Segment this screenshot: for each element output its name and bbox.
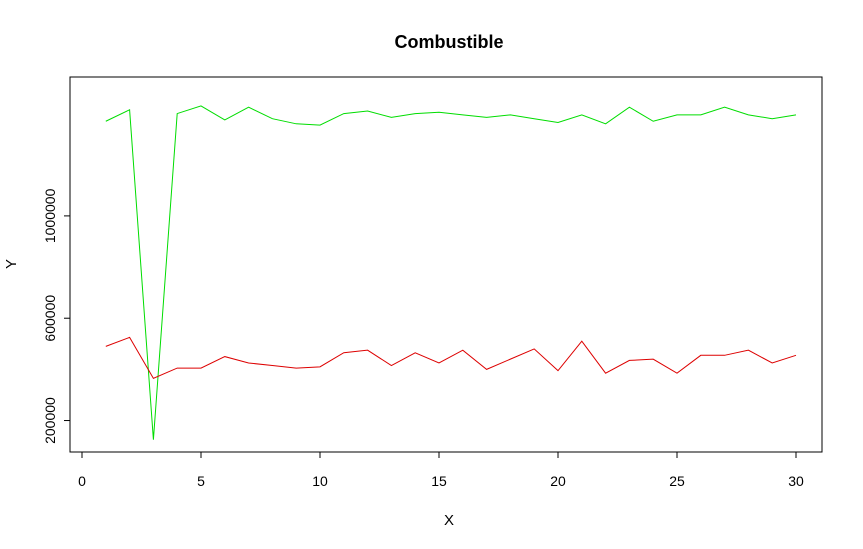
y-tick-label: 1000000 bbox=[42, 188, 58, 243]
series-line-1 bbox=[105, 105, 797, 440]
x-axis: 0 5 10 15 20 25 30 bbox=[78, 451, 804, 489]
x-tick-label: 25 bbox=[669, 473, 685, 489]
x-tick-label: 20 bbox=[550, 473, 566, 489]
series-layer bbox=[105, 105, 797, 440]
chart-title: Combustible bbox=[394, 32, 503, 52]
x-tick-label: 15 bbox=[431, 473, 447, 489]
x-tick-label: 0 bbox=[78, 473, 86, 489]
y-tick-label: 600000 bbox=[42, 295, 58, 342]
x-axis-label: X bbox=[444, 512, 454, 529]
series-line-2 bbox=[105, 336, 797, 379]
y-tick-label: 200000 bbox=[42, 397, 58, 444]
y-axis: 200000 600000 1000000 bbox=[42, 188, 71, 444]
x-tick-label: 5 bbox=[197, 473, 205, 489]
x-tick-label: 10 bbox=[312, 473, 328, 489]
plot-frame bbox=[69, 76, 823, 453]
x-tick-label: 30 bbox=[788, 473, 804, 489]
y-axis-label: Y bbox=[3, 259, 20, 269]
